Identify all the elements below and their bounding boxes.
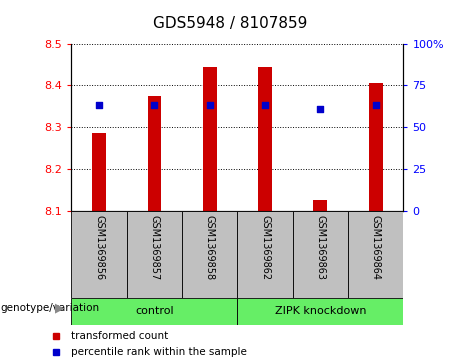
Bar [348,211,403,298]
Text: GDS5948 / 8107859: GDS5948 / 8107859 [154,16,307,31]
Bar [71,211,127,298]
Text: GSM1369862: GSM1369862 [260,215,270,280]
Text: genotype/variation: genotype/variation [0,303,99,313]
Bar [369,83,383,211]
Point [372,102,379,108]
Text: transformed count: transformed count [71,331,168,341]
Text: GSM1369856: GSM1369856 [94,215,104,280]
Text: ZIPK knockdown: ZIPK knockdown [275,306,366,316]
Bar [148,96,161,211]
Bar [258,66,272,211]
Bar [293,211,348,298]
Bar [313,200,327,211]
Bar [237,298,403,325]
Point [206,102,213,108]
Text: GSM1369863: GSM1369863 [315,215,325,280]
Bar [71,298,237,325]
Text: GSM1369857: GSM1369857 [149,215,160,280]
Text: ▶: ▶ [55,301,65,314]
Bar [237,211,293,298]
Bar [127,211,182,298]
Bar [182,211,237,298]
Text: control: control [135,306,174,316]
Point [95,102,103,108]
Point [151,102,158,108]
Point [317,106,324,111]
Text: GSM1369858: GSM1369858 [205,215,215,280]
Point [261,102,269,108]
Text: percentile rank within the sample: percentile rank within the sample [71,347,247,357]
Bar [92,133,106,211]
Text: GSM1369864: GSM1369864 [371,215,381,280]
Bar [203,66,217,211]
